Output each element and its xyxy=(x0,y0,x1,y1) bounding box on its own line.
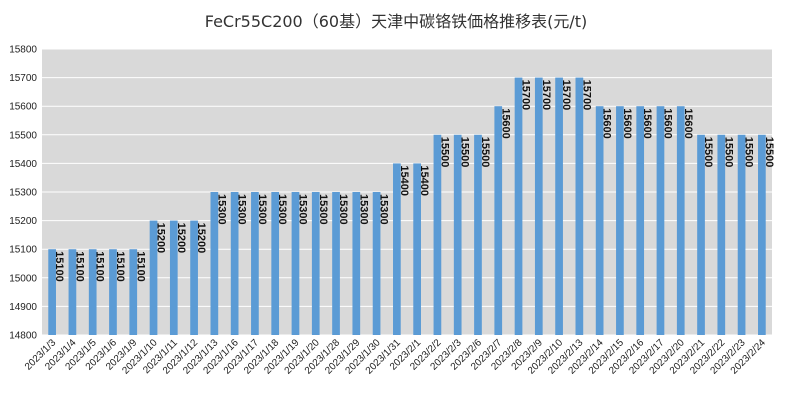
data-label: 15600 xyxy=(601,108,613,139)
y-tick-label: 15400 xyxy=(9,159,37,170)
chart-title: FeCr55C200（60基）天津中碳铬铁価格推移表(元/t) xyxy=(205,12,588,31)
bar xyxy=(109,249,117,335)
data-label: 15100 xyxy=(114,251,126,282)
data-label: 15100 xyxy=(134,251,146,282)
y-tick-label: 15800 xyxy=(9,45,37,56)
y-tick-label: 15200 xyxy=(9,216,37,227)
data-label: 15600 xyxy=(499,108,511,139)
data-label: 15200 xyxy=(155,223,167,254)
bar xyxy=(636,106,645,335)
data-label: 15500 xyxy=(438,137,450,168)
bar xyxy=(413,163,421,335)
bar-series xyxy=(48,77,766,335)
data-label: 15500 xyxy=(479,137,491,168)
bar xyxy=(494,106,503,335)
data-label: 15300 xyxy=(296,194,308,225)
data-label: 15300 xyxy=(378,194,390,225)
data-label: 15100 xyxy=(53,251,65,282)
y-tick-label: 15600 xyxy=(9,102,37,113)
bar xyxy=(352,192,361,335)
data-label: 15400 xyxy=(398,165,410,196)
bar xyxy=(453,134,462,335)
y-axis-tick-labels: 14800 14900 15000 15100 15200 15300 15400 15500… xyxy=(9,45,37,342)
data-label: 15300 xyxy=(317,194,329,225)
data-label: 15300 xyxy=(215,194,227,225)
bar xyxy=(676,106,685,335)
bar xyxy=(737,134,746,335)
x-axis-tick-labels: 2023/1/32023/1/42023/1/52023/1/62023/1/9… xyxy=(23,337,768,377)
bar xyxy=(88,249,97,335)
bar xyxy=(474,134,482,335)
bar xyxy=(48,249,56,335)
bar xyxy=(251,192,259,335)
data-label: 15500 xyxy=(702,137,714,168)
data-label: 15300 xyxy=(236,194,248,225)
bar xyxy=(534,77,543,335)
data-label: 15200 xyxy=(175,223,187,254)
bar xyxy=(575,77,584,335)
gridlines xyxy=(42,48,772,336)
y-tick-label: 15500 xyxy=(9,130,37,141)
data-label: 15300 xyxy=(357,194,369,225)
data-label: 15600 xyxy=(641,108,653,139)
data-label: 15600 xyxy=(661,108,673,139)
data-label: 15300 xyxy=(256,194,268,225)
bar xyxy=(291,192,300,335)
data-label: 15700 xyxy=(580,80,592,111)
data-label: 15500 xyxy=(722,137,734,168)
data-label: 15100 xyxy=(94,251,106,282)
bar xyxy=(190,220,198,335)
y-tick-label: 14900 xyxy=(9,302,37,313)
y-tick-label: 15300 xyxy=(9,188,37,199)
bar xyxy=(555,77,563,335)
data-label: 15500 xyxy=(459,137,471,168)
bar xyxy=(332,192,340,335)
bar xyxy=(656,106,665,335)
bar xyxy=(697,134,705,335)
bar xyxy=(271,192,280,335)
data-labels: 15100 15100 15100 15100 15100 15200 15200 15200… xyxy=(53,80,775,282)
bar xyxy=(393,163,401,335)
bar xyxy=(230,192,239,335)
bar xyxy=(433,134,442,335)
data-label: 15300 xyxy=(276,194,288,225)
bar xyxy=(210,192,219,335)
data-label: 15400 xyxy=(418,165,430,196)
bar xyxy=(616,106,624,335)
bar xyxy=(595,106,604,335)
bar xyxy=(311,192,320,335)
data-label: 15500 xyxy=(763,137,775,168)
y-tick-label: 15000 xyxy=(9,273,37,284)
data-label: 15100 xyxy=(73,251,85,282)
bar xyxy=(129,249,138,335)
data-label: 15300 xyxy=(337,194,349,225)
bar xyxy=(514,77,523,335)
bar xyxy=(717,134,726,335)
bar xyxy=(169,220,178,335)
bar xyxy=(372,192,381,335)
bar xyxy=(68,249,77,335)
data-label: 15500 xyxy=(743,137,755,168)
data-label: 15700 xyxy=(520,80,532,111)
bar xyxy=(149,220,158,335)
y-tick-label: 15700 xyxy=(9,73,37,84)
data-label: 15200 xyxy=(195,223,207,254)
data-label: 15700 xyxy=(540,80,552,111)
bar xyxy=(758,134,766,335)
y-tick-label: 14800 xyxy=(9,331,37,342)
y-tick-label: 15100 xyxy=(9,245,37,256)
data-label: 15600 xyxy=(621,108,633,139)
data-label: 15700 xyxy=(560,80,572,111)
data-label: 15600 xyxy=(682,108,694,139)
